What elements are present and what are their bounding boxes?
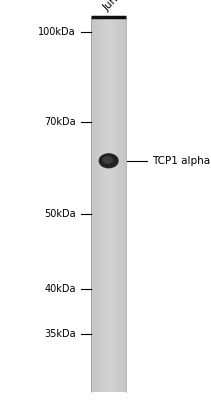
Bar [91, 27, 126, 37]
Bar [117, 18, 118, 392]
Bar [124, 18, 125, 392]
Bar [91, 139, 126, 149]
Bar [122, 18, 123, 392]
Bar [91, 364, 126, 373]
Bar [91, 223, 126, 233]
Bar [91, 102, 126, 112]
Bar [99, 18, 100, 392]
Bar [91, 18, 92, 392]
Bar [91, 176, 126, 186]
Bar [91, 308, 126, 317]
Bar [91, 111, 126, 121]
Bar [96, 18, 97, 392]
Bar [92, 18, 93, 392]
Bar [91, 242, 126, 252]
Bar [91, 120, 126, 130]
Bar [119, 18, 120, 392]
Bar [123, 18, 124, 392]
Bar [91, 233, 126, 242]
Bar [102, 18, 103, 392]
Bar [96, 18, 97, 392]
Bar [106, 18, 107, 392]
Bar [95, 18, 96, 392]
Bar [104, 18, 105, 392]
Bar [125, 18, 126, 392]
Bar [118, 18, 119, 392]
Text: Jurkat: Jurkat [101, 0, 130, 13]
Bar [91, 214, 126, 224]
Bar [91, 18, 126, 27]
Bar [97, 18, 98, 392]
Bar [110, 18, 111, 392]
Bar [109, 18, 110, 392]
Bar [114, 18, 115, 392]
Bar [112, 18, 113, 392]
Text: 50kDa: 50kDa [44, 209, 76, 219]
Bar [91, 373, 126, 383]
Bar [93, 18, 94, 392]
Bar [91, 64, 126, 74]
Bar [91, 55, 126, 65]
Bar [91, 167, 126, 177]
Bar [91, 345, 126, 354]
Bar [108, 18, 109, 392]
Bar [103, 18, 104, 392]
Bar [91, 74, 126, 84]
Bar [113, 18, 114, 392]
Bar [91, 205, 126, 214]
Bar [98, 18, 99, 392]
Text: TCP1 alpha: TCP1 alpha [152, 156, 210, 166]
Bar [94, 18, 95, 392]
Ellipse shape [99, 153, 119, 168]
Bar [91, 270, 126, 280]
Bar [91, 36, 126, 46]
Bar [91, 92, 126, 102]
Bar [105, 18, 106, 392]
Bar [100, 18, 101, 392]
Bar [120, 18, 121, 392]
Bar [91, 279, 126, 289]
Bar [91, 186, 126, 196]
Bar [115, 18, 116, 392]
Bar [91, 317, 126, 326]
Bar [91, 251, 126, 261]
Text: 100kDa: 100kDa [38, 27, 76, 37]
Bar [103, 18, 104, 392]
Bar [116, 18, 117, 392]
Text: 40kDa: 40kDa [45, 284, 76, 294]
Bar [91, 130, 126, 140]
Bar [91, 336, 126, 345]
Bar [107, 18, 108, 392]
Bar [91, 289, 126, 298]
Bar [110, 18, 111, 392]
Bar [123, 18, 124, 392]
Bar [121, 18, 122, 392]
Bar [91, 261, 126, 270]
Text: 35kDa: 35kDa [44, 329, 76, 339]
Bar [91, 298, 126, 308]
Bar [111, 18, 112, 392]
Bar [91, 195, 126, 205]
Bar [91, 354, 126, 364]
Text: 70kDa: 70kDa [44, 117, 76, 127]
Ellipse shape [102, 156, 113, 164]
Bar [116, 18, 117, 392]
Bar [101, 18, 102, 392]
Bar [117, 18, 118, 392]
Bar [91, 382, 126, 392]
Bar [91, 46, 126, 56]
Bar [91, 158, 126, 168]
Bar [91, 148, 126, 158]
Bar [91, 326, 126, 336]
Bar [91, 83, 126, 93]
